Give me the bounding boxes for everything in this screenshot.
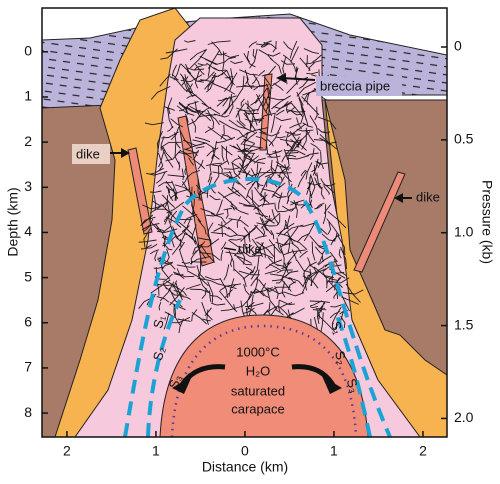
x-tick-label: 2 [419,443,427,459]
x-tick-label: 1 [152,443,160,459]
y-tick-label: 3 [24,178,32,194]
s3-surface [170,324,358,437]
x-tick-label: 1 [330,443,338,459]
y-tick-label: 2 [24,133,32,149]
carapace-label: H₂O [246,363,271,378]
x-tick-label: 0 [241,443,249,459]
s2-surface [333,309,372,437]
s1-surface [123,177,392,437]
cross-section [42,8,447,437]
y-tick-label: 1 [24,88,32,104]
right-axis-title: Pressure (kb) [479,180,495,264]
carapace-label: saturated [231,383,285,398]
bottom-axis-title: Distance (km) [202,459,288,475]
x-tick-label: 2 [63,443,71,459]
arrowhead [121,148,130,158]
stockwork-zone [74,17,421,437]
y-tick-label: 7 [24,359,32,375]
arrowhead [322,376,342,394]
arrowhead [276,73,286,83]
arrowhead [394,193,403,203]
y2-tick-label: 1.5 [454,316,474,332]
surface-label: S₂ [332,349,350,366]
axes: 0 1 2 3 4 5 6 7 8 0 0.5 1.0 1.5 2.0 2 1 0 1 2 [24,38,473,459]
surface-label: S₂ [150,345,168,362]
y-tick-label: 8 [24,404,32,420]
y2-tick-label: 1.0 [454,223,474,239]
label-dike: dike [76,146,100,161]
y-tick-label: 0 [24,43,32,59]
y-tick-label: 5 [24,268,32,284]
label-breccia-pipe: breccia pipe [320,78,390,93]
surface-label: S₃ [344,377,363,395]
label-box [316,76,402,96]
y-tick-label: 4 [24,223,32,239]
y2-tick-label: 0.5 [454,131,474,147]
s2-surface [146,299,182,437]
dike [353,171,406,273]
arrowhead [172,376,192,394]
pointer [223,247,237,251]
surface-label: S₃ [166,373,185,391]
left-axis-title: Depth (km) [5,187,21,256]
carapace [159,314,369,437]
surface-label: S₁ [150,313,168,330]
label-dike: dike [416,189,440,204]
y-tick-label: 6 [24,313,32,329]
carapace-label: 1000°C [236,344,280,359]
y2-tick-label: 0 [454,38,462,54]
label-box [412,188,446,208]
surface-label: S₁ [328,319,346,336]
dike [127,147,153,235]
label-box [72,144,110,164]
y2-tick-label: 2.0 [454,409,474,425]
carapace-label: carapace [231,401,284,416]
pointer [281,77,316,81]
label-dike: dike [238,241,262,256]
